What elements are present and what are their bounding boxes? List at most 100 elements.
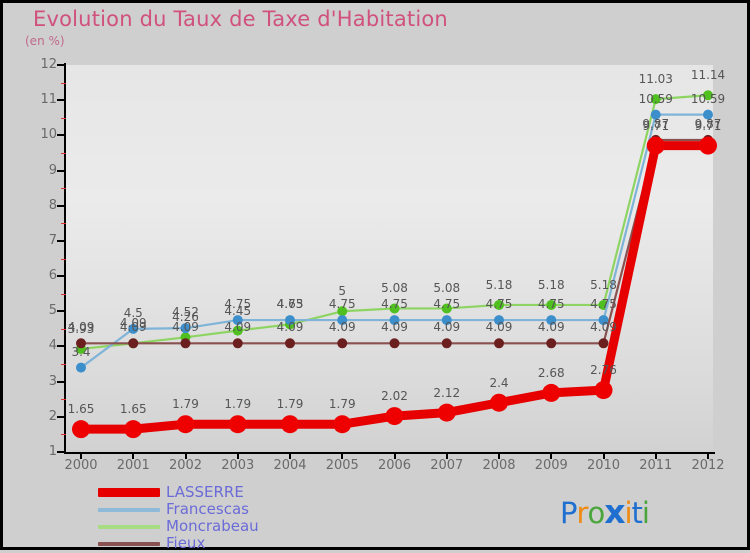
legend-label: Fieux [166,534,206,552]
legend-swatch-moncrabeau [98,525,160,529]
x-axis-line [64,452,715,454]
y-axis-tick-label: 5 [48,303,57,319]
logo-letter: t [631,496,643,530]
data-label-fieux: 4.09 [119,320,147,335]
data-label-moncrabeau: 5.18 [537,277,565,292]
y-axis-tick-label: 1 [48,444,57,459]
x-axis-tick-label: 2002 [168,458,203,473]
data-label-fieux: 4.09 [381,320,408,335]
x-axis-tick-label: 2008 [482,458,516,473]
data-label-fieux: 4.09 [537,320,565,335]
y-axis-tick [57,134,65,137]
data-label-fieux: 4.09 [276,320,304,335]
x-axis-tick [236,452,239,459]
y-axis-tick-label: 6 [48,268,57,284]
y-axis-minor-tick [61,258,66,260]
y-axis-tick-label: 12 [40,57,57,72]
data-label-lasserre: 2.68 [537,365,565,380]
y-axis-line [64,63,66,453]
data-label-francescas: 4.75 [590,297,617,312]
data-label-moncrabeau: 5 [338,284,347,299]
y-axis-tick-label: 9 [48,162,57,178]
proxiti-logo[interactable]: Proxiti [560,492,650,531]
data-label-lasserre: 1.79 [224,397,252,412]
y-axis-tick-label: 7 [48,232,57,248]
data-label-lasserre: 1.79 [276,397,304,412]
y-axis-minor-tick [61,82,66,84]
data-label-francescas: 4.75 [381,297,408,312]
y-axis-tick [57,204,65,207]
x-axis-tick [80,452,82,459]
data-label-moncrabeau: 5.08 [381,281,408,296]
y-axis-minor-tick [61,152,66,154]
x-axis-tick-label: 2009 [534,458,568,473]
logo-letter: i [641,496,650,530]
data-label-lasserre: 2.02 [381,389,408,404]
y-axis-tick-label: 3 [48,373,57,389]
x-axis-tick [341,452,344,459]
y-axis-tick [57,380,65,383]
data-label-moncrabeau: 4.09 [119,316,147,331]
x-axis-tick [498,452,500,459]
x-axis-tick-label: 2007 [430,458,464,473]
data-label-fieux: 4.09 [67,320,95,335]
y-axis-minor-tick [61,399,66,401]
legend-swatch-lasserre [98,488,160,497]
x-axis-tick [602,452,605,459]
x-axis-tick [445,452,448,459]
data-label-moncrabeau: 5.18 [485,277,513,292]
data-label-fieux: 4.09 [328,320,356,335]
logo-letter: x [604,492,625,531]
data-label-fieux: 4.09 [433,320,461,335]
data-label-lasserre: 1.65 [119,402,147,417]
x-axis-tick-label: 2003 [221,458,255,473]
x-axis-tick-label: 2001 [116,458,150,473]
data-label-fieux: 9.87 [642,116,670,131]
x-axis-tick [393,452,396,459]
data-label-moncrabeau: 11.14 [690,68,726,83]
data-label-moncrabeau: 5.08 [433,281,461,296]
y-axis-tick-label: 10 [40,127,57,143]
y-axis-tick-label: 4 [48,338,57,354]
y-axis-tick-label: 11 [40,92,57,108]
y-axis-tick [57,310,65,313]
legend-label: Moncrabeau [166,517,259,535]
y-axis-tick [57,99,65,102]
legend-swatch-fieux [98,542,160,546]
logo-letter: P [560,496,577,530]
y-axis-minor-tick [61,434,66,436]
x-axis-tick [707,452,709,459]
data-label-lasserre: 1.79 [328,397,356,412]
data-label-fieux: 4.09 [172,320,199,335]
y-axis-minor-tick [61,117,66,119]
data-label-francescas: 4.75 [485,297,513,312]
y-axis-minor-tick [61,293,66,295]
data-label-fieux: 4.09 [485,320,513,335]
x-axis-tick-label: 2010 [586,458,621,473]
y-axis-tick [57,169,65,172]
data-label-lasserre: 9.71 [642,118,670,133]
y-axis-tick-label: 2 [48,408,57,424]
y-axis-minor-tick [61,364,66,366]
x-axis-tick-label: 2000 [64,458,98,473]
logo-letter: o [587,496,605,530]
x-axis-tick [132,452,135,459]
x-axis-tick-label: 2005 [325,458,359,473]
y-axis-tick [57,239,65,242]
data-label-lasserre: 9.71 [694,118,722,133]
y-axis-tick [57,64,65,66]
x-axis-tick [289,452,291,459]
data-label-lasserre: 2.76 [590,363,617,378]
y-axis-tick-label: 8 [48,197,57,213]
data-label-lasserre: 2.12 [433,385,461,400]
data-label-francescas: 3.4 [71,344,91,359]
y-axis-tick [57,275,65,278]
y-axis-tick [57,345,65,348]
x-axis-tick [550,452,553,459]
page-title: Evolution du Taux de Taxe d'Habitation [33,7,448,31]
legend-label: LASSERRE [166,483,244,501]
data-label-moncrabeau: 3.93 [67,321,95,336]
x-axis-tick-label: 2011 [639,458,673,473]
data-label-francescas: 4.75 [537,297,565,312]
